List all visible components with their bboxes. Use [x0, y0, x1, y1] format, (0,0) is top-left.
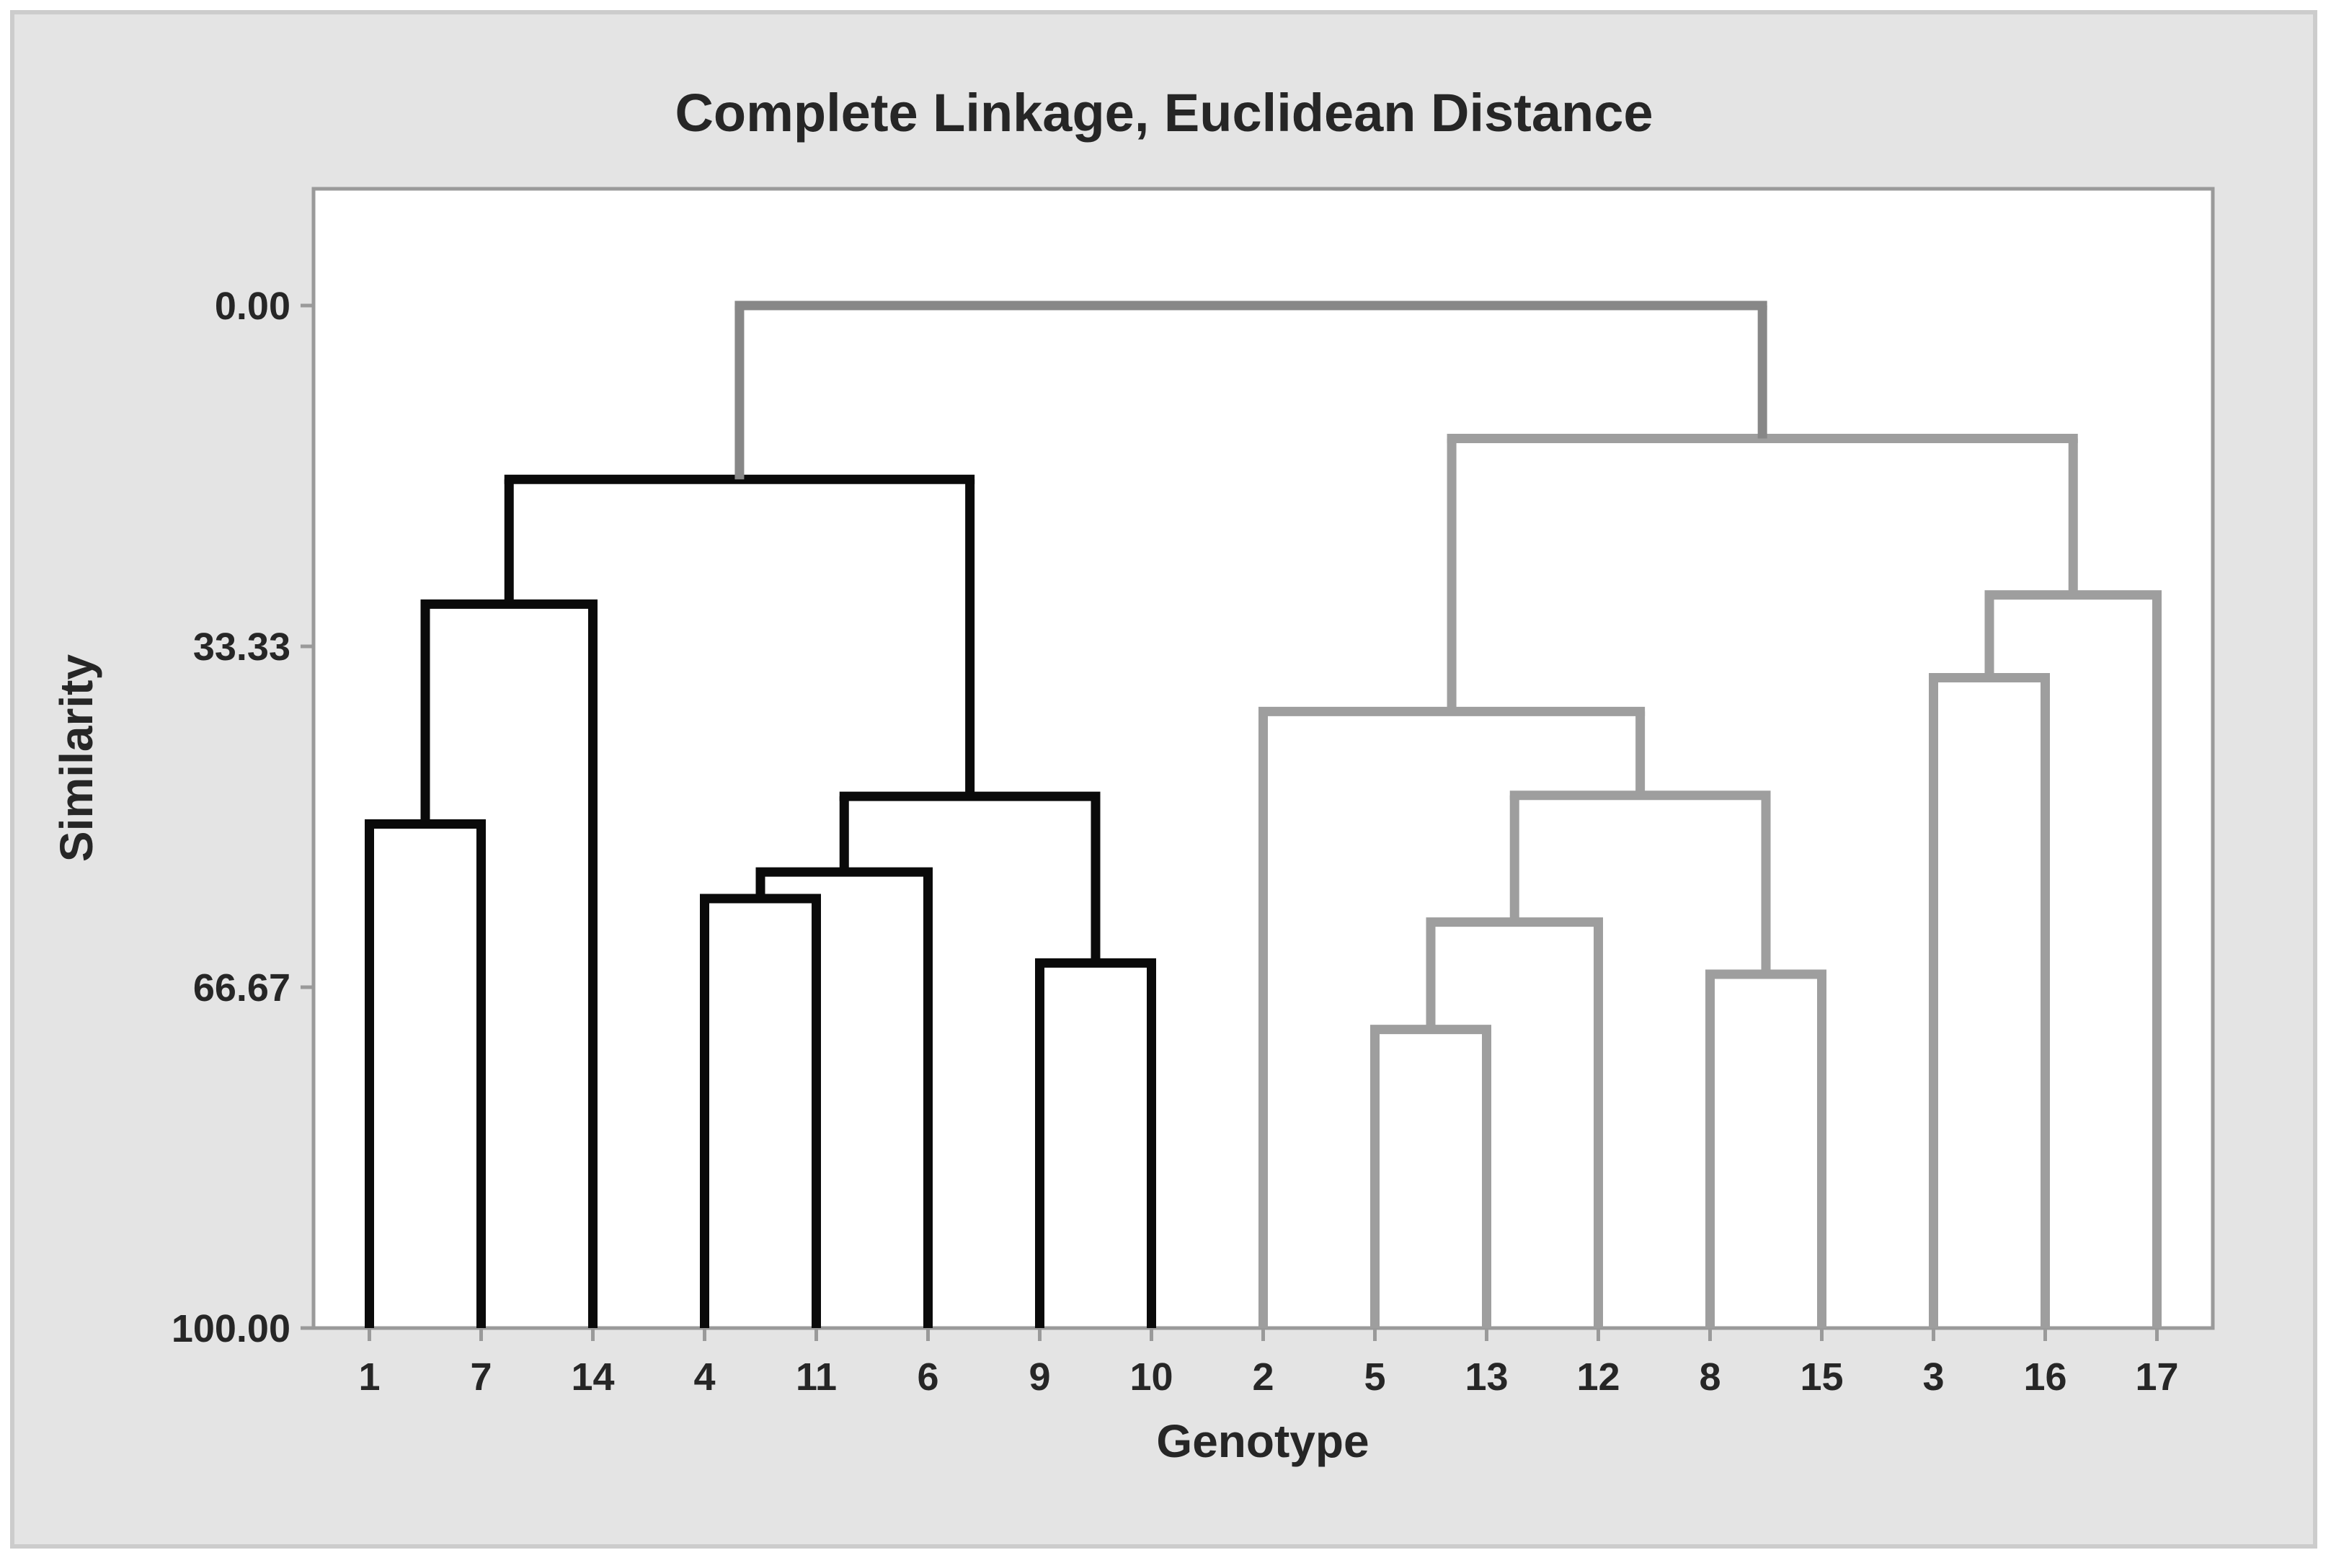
x-tick-label-genotype-12: 12 — [1576, 1355, 1620, 1399]
x-tick-label-genotype-11: 11 — [796, 1355, 837, 1399]
x-tick-label-genotype-2: 2 — [1252, 1355, 1274, 1399]
x-tick-label-genotype-3: 3 — [1922, 1355, 1944, 1399]
x-tick-label-genotype-16: 16 — [2023, 1355, 2066, 1399]
x-axis-title: Genotype — [1156, 1415, 1369, 1467]
x-tick-label-genotype-17: 17 — [2135, 1355, 2178, 1399]
x-tick-label-genotype-9: 9 — [1029, 1355, 1050, 1399]
x-tick-label-genotype-1: 1 — [358, 1355, 380, 1399]
y-tick-label-33.33: 33.33 — [193, 625, 290, 669]
x-tick-label-genotype-10: 10 — [1129, 1355, 1173, 1399]
y-tick-label-100.00: 100.00 — [172, 1307, 290, 1350]
chart-title: Complete Linkage, Euclidean Distance — [675, 83, 1653, 143]
x-tick-label-genotype-4: 4 — [693, 1355, 715, 1399]
x-tick-label-genotype-14: 14 — [571, 1355, 614, 1399]
x-tick-label-genotype-15: 15 — [1800, 1355, 1843, 1399]
x-tick-label-genotype-7: 7 — [470, 1355, 492, 1399]
x-tick-label-genotype-5: 5 — [1364, 1355, 1385, 1399]
dendrogram-tree: 1 7 14 4 11 6 9 10 2 5 13 12 8 15 3 16 170.0033.3366.671… — [172, 285, 2179, 1399]
x-tick-label-genotype-6: 6 — [917, 1355, 938, 1399]
x-tick-label-genotype-8: 8 — [1699, 1355, 1720, 1399]
y-tick-label-66.67: 66.67 — [193, 966, 290, 1010]
x-tick-label-genotype-13: 13 — [1465, 1355, 1508, 1399]
y-tick-label-0.00: 0.00 — [215, 285, 290, 328]
y-axis-title: Similarity — [50, 654, 102, 863]
